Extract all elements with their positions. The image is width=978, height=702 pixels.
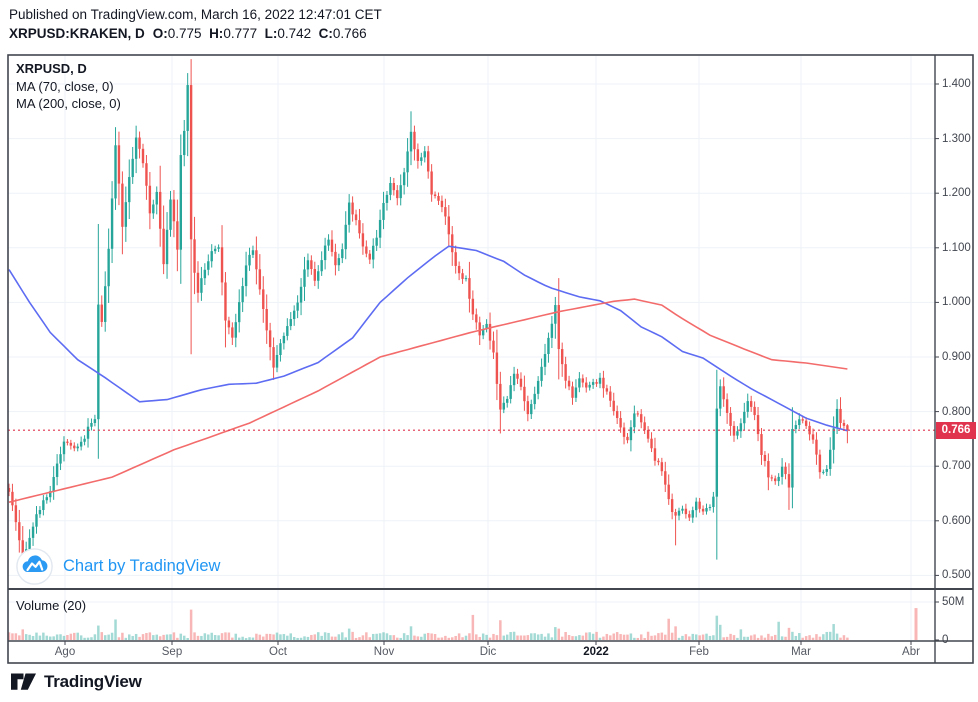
symbol-name: XRPUSD:KRAKEN, D — [9, 26, 145, 41]
time-tick-label: Feb — [689, 646, 709, 658]
price-tick-label: 0.900 — [942, 351, 971, 363]
price-tick-label: 1.400 — [942, 78, 971, 90]
watermark-link[interactable]: Chart by TradingView — [16, 548, 220, 585]
last-price-label: 0.766 — [936, 421, 976, 439]
time-scale[interactable]: Ago Sep Oct Nov Dic 2022 Feb Mar Abr — [8, 641, 973, 663]
price-tick-label: 1.100 — [942, 241, 971, 254]
volume-legend: Volume (20) — [16, 598, 87, 613]
volume-tick-label: 0 — [942, 634, 949, 646]
tradingview-cloud-icon — [16, 548, 53, 585]
ohlc-value: 0.742 — [277, 26, 319, 41]
price-tick-label: 0.600 — [942, 514, 971, 527]
ohlc-label: H: — [209, 26, 224, 41]
time-tick-label: 2022 — [583, 646, 609, 658]
price-tick-label: 1.300 — [942, 132, 971, 145]
volume-tick-label: 50M — [942, 596, 965, 608]
time-tick-label: Mar — [791, 646, 811, 658]
footer-brand-text: TradingView — [44, 671, 142, 691]
price-tick-label: 0.800 — [942, 405, 971, 418]
time-tick-label: Nov — [373, 646, 395, 658]
ohlc-value: 0.777 — [223, 26, 265, 41]
ohlc-value: 0.775 — [167, 26, 210, 41]
symbol-ohlc-line: XRPUSD:KRAKEN, D O:0.775 H:0.777 L:0.742 … — [9, 26, 370, 41]
time-tick-label: Sep — [161, 646, 183, 658]
time-tick-label: Ago — [54, 646, 76, 658]
price-tick-label: 0.500 — [942, 569, 971, 582]
ohlc-readout: O:0.775 H:0.777 L:0.742 C:0.766 — [153, 26, 371, 41]
ohlc-label: C: — [318, 26, 333, 41]
ohlc-label: L: — [264, 26, 278, 41]
legend-ma-slow: MA (200, close, 0) — [16, 96, 121, 111]
tradingview-logo-icon — [11, 673, 36, 690]
time-tick-label: Oct — [269, 646, 287, 658]
published-line: Published on TradingView.com, March 16, … — [9, 7, 382, 22]
ohlc-label: O: — [152, 26, 168, 41]
price-scale[interactable]: 1.400 1.300 1.200 1.100 1.000 0.900 0.800 0.700… — [936, 55, 978, 646]
price-tick-label: 1.000 — [942, 296, 971, 309]
pane-legend: XRPUSD, D MA (70, close, 0) MA (200, clo… — [16, 60, 121, 113]
legend-ma-fast: MA (70, close, 0) — [16, 78, 114, 94]
price-tick-label: 0.700 — [942, 460, 971, 473]
ohlc-value: 0.766 — [332, 26, 371, 41]
time-tick-label: Dic — [479, 646, 497, 658]
watermark-text: Chart by TradingView — [63, 557, 221, 575]
footer-brand-link[interactable]: TradingView — [10, 671, 142, 692]
price-tick-label: 1.200 — [942, 187, 971, 200]
legend-symbol: XRPUSD, D — [16, 61, 87, 76]
time-tick-label: Abr — [902, 646, 920, 658]
